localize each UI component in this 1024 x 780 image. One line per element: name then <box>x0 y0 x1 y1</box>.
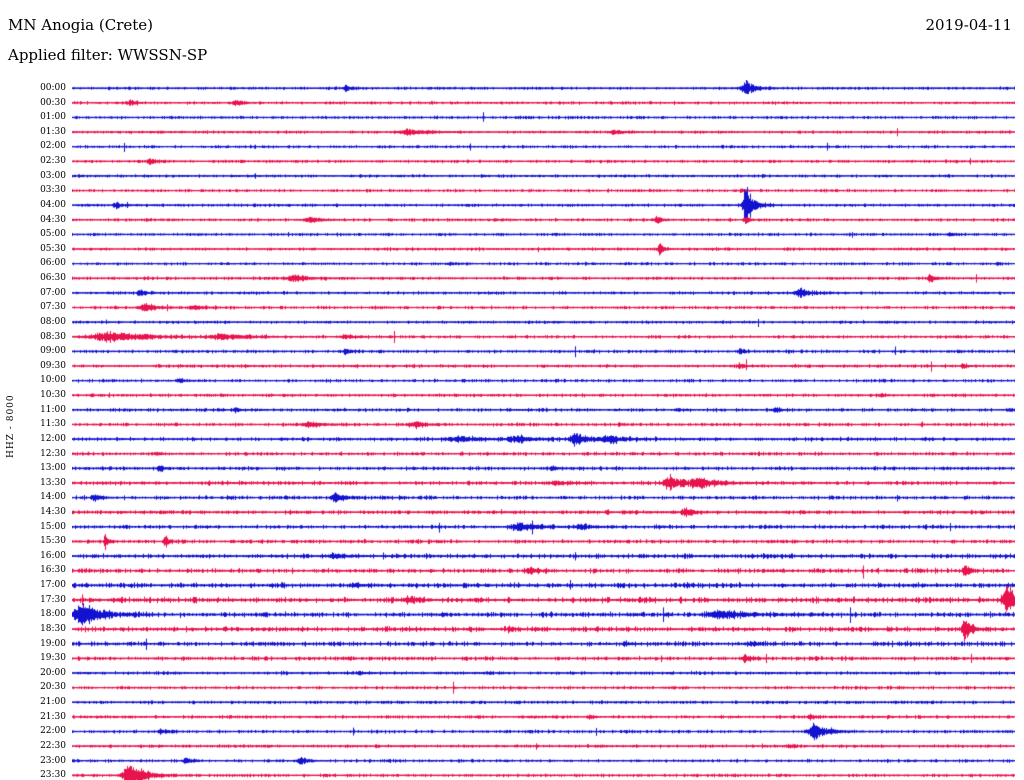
helicorder-canvas <box>72 80 1015 780</box>
time-label: 02:00 <box>40 141 66 152</box>
time-label: 01:00 <box>40 112 66 123</box>
time-label: 08:00 <box>40 316 66 327</box>
time-label: 05:30 <box>40 243 66 254</box>
time-label: 10:00 <box>40 375 66 386</box>
time-label: 18:30 <box>40 623 66 634</box>
time-label: 09:00 <box>40 346 66 357</box>
time-label: 14:30 <box>40 506 66 517</box>
time-label: 12:30 <box>40 448 66 459</box>
time-label: 00:30 <box>40 97 66 108</box>
time-label: 17:00 <box>40 580 66 591</box>
time-label: 11:00 <box>40 404 66 415</box>
date-label: 2019-04-11 <box>925 16 1012 34</box>
time-label: 21:00 <box>40 697 66 708</box>
time-label: 00:00 <box>40 83 66 93</box>
time-label: 17:30 <box>40 594 66 605</box>
time-label: 15:30 <box>40 536 66 547</box>
time-labels: 00:00 00:30 01:00 01:30 02:00 02:30 03:00 03:30… <box>0 0 70 780</box>
time-label: 16:30 <box>40 565 66 576</box>
time-label: 01:30 <box>40 126 66 137</box>
time-label: 13:30 <box>40 477 66 488</box>
filter-label: Applied filter: WWSSN-SP <box>8 46 208 64</box>
time-label: 20:30 <box>40 682 66 693</box>
time-label: 22:00 <box>40 726 66 737</box>
time-label: 07:30 <box>40 302 66 313</box>
time-label: 06:30 <box>40 273 66 284</box>
time-label: 19:00 <box>40 638 66 649</box>
time-label: 23:30 <box>40 770 66 780</box>
time-label: 21:30 <box>40 711 66 722</box>
time-label: 04:00 <box>40 199 66 210</box>
time-label: 19:30 <box>40 653 66 664</box>
time-label: 08:30 <box>40 331 66 342</box>
time-label: 11:30 <box>40 419 66 430</box>
time-label: 18:00 <box>40 609 66 620</box>
time-label: 07:00 <box>40 287 66 298</box>
time-label: 04:30 <box>40 214 66 225</box>
time-label: 05:00 <box>40 229 66 240</box>
time-label: 12:00 <box>40 433 66 444</box>
time-label: 10:30 <box>40 390 66 401</box>
time-label: 23:00 <box>40 755 66 766</box>
time-label: 09:30 <box>40 360 66 371</box>
time-label: 20:00 <box>40 667 66 678</box>
time-label: 03:30 <box>40 185 66 196</box>
time-label: 13:00 <box>40 463 66 474</box>
time-label: 06:00 <box>40 258 66 269</box>
time-label: 22:30 <box>40 740 66 751</box>
time-label: 02:30 <box>40 156 66 167</box>
time-label: 14:00 <box>40 492 66 503</box>
time-label: 15:00 <box>40 521 66 532</box>
station-title: MN Anogia (Crete) <box>8 16 154 34</box>
time-label: 03:00 <box>40 170 66 181</box>
time-label: 16:00 <box>40 550 66 561</box>
